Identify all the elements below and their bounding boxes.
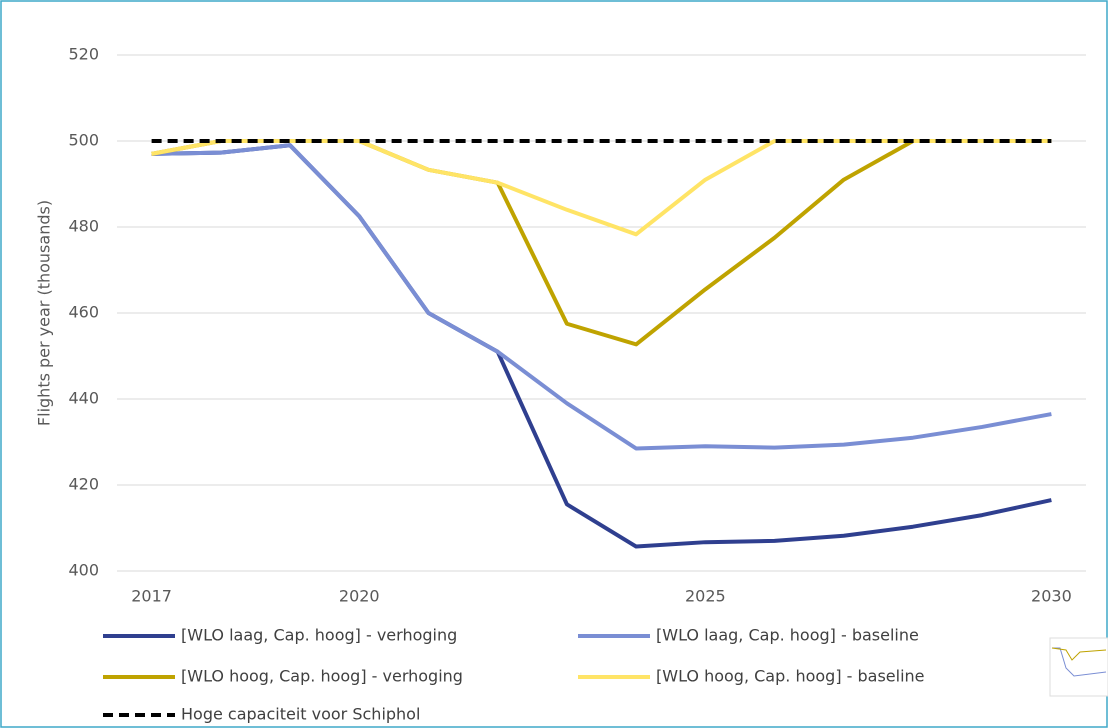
legend-label: Hoge capaciteit voor Schiphol	[181, 705, 420, 724]
legend-label: [WLO hoog, Cap. hoog] - baseline	[656, 667, 925, 686]
x-tick-label: 2030	[1031, 587, 1072, 606]
legend-label: [WLO laag, Cap. hoog] - verhoging	[181, 626, 457, 645]
y-tick-label: 460	[68, 303, 99, 322]
y-tick-label: 420	[68, 475, 99, 494]
series-line	[151, 143, 1052, 451]
x-tick-label: 2025	[685, 587, 726, 606]
y-tick-label: 480	[68, 217, 99, 236]
legend-label: [WLO hoog, Cap. hoog] - verhoging	[181, 667, 463, 686]
x-tick-label: 2017	[131, 587, 172, 606]
y-tick-label: 440	[68, 389, 99, 408]
y-tick-label: 400	[68, 561, 99, 580]
y-tick-label: 520	[68, 45, 99, 64]
legend-label: [WLO laag, Cap. hoog] - baseline	[656, 626, 919, 645]
y-tick-label: 500	[68, 131, 99, 150]
y-axis-label: Flights per year (thousands)	[35, 200, 54, 426]
x-tick-label: 2020	[339, 587, 380, 606]
thumbnail	[1049, 637, 1108, 697]
